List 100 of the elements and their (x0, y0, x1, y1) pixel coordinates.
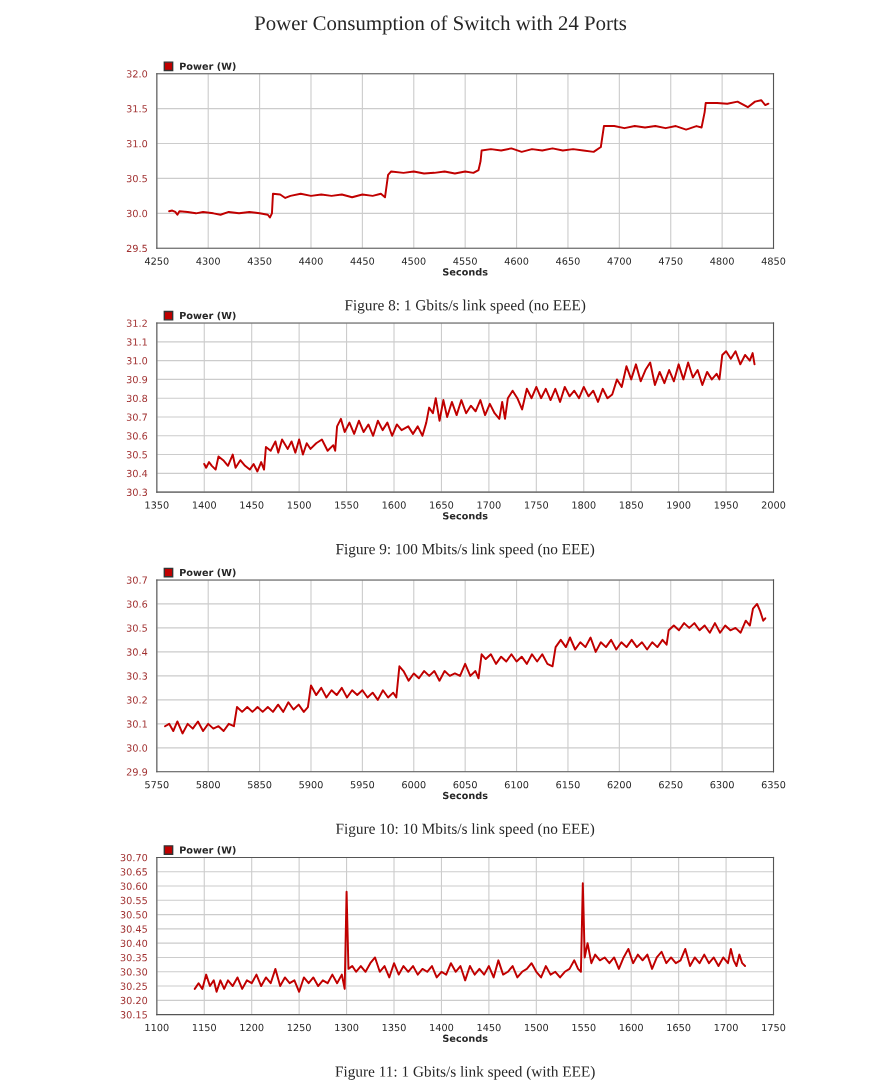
x-tick-label: 1700 (714, 1023, 738, 1032)
x-tick-label: 1450 (240, 501, 264, 509)
caption: Figure 10: 10 Mbits/s link speed (no EEE) (335, 823, 595, 838)
x-tick-label: 1350 (145, 501, 169, 509)
x-tick-label: 1150 (192, 1023, 216, 1032)
x-tick-label: 1400 (192, 501, 216, 509)
y-tick-label: 30.3 (126, 672, 148, 680)
x-tick-label: 1650 (430, 501, 454, 509)
x-tick-label: 1750 (762, 1023, 786, 1032)
y-tick-label: 30.55 (120, 896, 147, 905)
x-tick-label: 4550 (453, 257, 477, 265)
y-tick-label: 30.45 (120, 925, 147, 933)
x-tick-label: 1350 (382, 1023, 406, 1032)
x-tick-label: 4300 (196, 257, 220, 265)
x-tick-label: 6350 (761, 781, 786, 789)
y-tick-label: 30.5 (126, 624, 147, 632)
y-tick-label: 32.0 (126, 70, 148, 78)
x-tick-label: 1750 (525, 501, 549, 509)
y-tick-label: 30.65 (120, 868, 147, 876)
x-tick-label: 2000 (761, 501, 786, 509)
x-tick-label: 1200 (240, 1023, 264, 1032)
x-tick-label: 5950 (350, 781, 375, 789)
x-tick-label: 1950 (714, 501, 738, 509)
x-tick-label: 1600 (382, 501, 406, 509)
y-tick-label: 30.2 (126, 696, 147, 704)
x-tick-label: 4400 (299, 257, 323, 265)
x-axis-title: Seconds (443, 1034, 488, 1042)
y-tick-label: 30.1 (126, 720, 147, 728)
y-tick-label: 30.0 (126, 744, 148, 752)
x-tick-label: 5750 (145, 781, 169, 789)
y-tick-label: 30.70 (120, 853, 148, 862)
x-tick-label: 1900 (667, 501, 691, 509)
x-tick-label: 4500 (401, 257, 426, 265)
y-tick-label: 30.4 (126, 648, 148, 656)
line-series (203, 350, 756, 473)
x-tick-label: 1100 (145, 1023, 169, 1032)
x-tick-label: 1500 (287, 501, 311, 509)
chart-title: Power Consumption of Switch with 24 Ports (254, 15, 627, 35)
y-tick-label: 30.50 (120, 911, 148, 919)
x-tick-label: 4850 (761, 257, 786, 265)
caption: Figure 8: 1 Gbits/s link speed (no EEE) (344, 299, 586, 314)
line-series (164, 602, 767, 735)
line-series (193, 882, 747, 993)
x-tick-label: 1400 (430, 1023, 454, 1032)
y-tick-label: 30.30 (120, 968, 148, 976)
x-axis-title: Seconds (443, 268, 488, 276)
x-tick-label: 1550 (572, 1023, 596, 1032)
y-tick-label: 31.0 (126, 357, 148, 365)
y-tick-label: 30.6 (126, 600, 148, 608)
x-tick-label: 1700 (477, 501, 501, 509)
x-tick-label: 1250 (287, 1023, 311, 1032)
x-tick-label: 6250 (659, 781, 683, 789)
x-tick-label: 1650 (667, 1023, 691, 1032)
y-tick-label: 29.9 (126, 768, 148, 776)
legend-label: Power (W) (180, 62, 236, 72)
x-tick-label: 6300 (710, 781, 734, 789)
y-tick-label: 30.5 (126, 174, 147, 183)
x-tick-label: 5900 (299, 781, 323, 789)
y-tick-label: 30.25 (120, 982, 147, 990)
x-axis-title: Seconds (443, 511, 488, 520)
y-tick-label: 30.4 (126, 469, 148, 478)
x-tick-label: 1500 (525, 1023, 549, 1032)
y-tick-label: 31.1 (126, 338, 147, 346)
x-tick-label: 1850 (619, 501, 643, 509)
caption: Figure 9: 100 Mbits/s link speed (no EEE) (335, 543, 595, 558)
x-tick-label: 5850 (247, 781, 272, 789)
y-tick-label: 30.40 (120, 939, 148, 948)
x-tick-label: 6150 (556, 781, 580, 789)
x-tick-label: 4750 (658, 257, 683, 265)
x-tick-label: 6000 (402, 781, 426, 789)
x-tick-label: 4800 (710, 257, 734, 265)
x-tick-label: 1450 (477, 1023, 501, 1032)
x-tick-label: 6200 (607, 781, 632, 789)
x-tick-label: 6100 (504, 781, 529, 789)
y-tick-label: 30.9 (126, 375, 148, 384)
x-tick-label: 4350 (247, 257, 272, 265)
y-tick-label: 30.6 (126, 432, 148, 440)
y-tick-label: 31.5 (126, 105, 147, 113)
x-tick-label: 4700 (607, 257, 632, 265)
line-series (168, 99, 770, 219)
y-tick-label: 30.35 (120, 953, 147, 962)
caption: Figure 11: 1 Gbits/s link speed (with EEE) (335, 1066, 595, 1080)
x-tick-label: 1300 (335, 1023, 359, 1032)
y-tick-label: 30.0 (126, 209, 148, 218)
x-axis-title: Seconds (443, 791, 488, 800)
y-tick-label: 31.0 (126, 140, 148, 148)
y-tick-label: 30.20 (120, 996, 148, 1005)
y-tick-label: 30.7 (126, 576, 147, 584)
y-tick-label: 31.2 (126, 319, 147, 327)
y-tick-label: 30.5 (126, 451, 147, 459)
x-tick-label: 4600 (504, 257, 529, 265)
y-tick-label: 30.8 (126, 394, 148, 403)
y-tick-label: 30.60 (120, 882, 148, 890)
x-tick-label: 6050 (453, 781, 477, 789)
x-tick-label: 5800 (196, 781, 220, 789)
x-tick-label: 1550 (335, 501, 359, 509)
legend-label: Power (W) (180, 846, 236, 855)
x-tick-label: 1800 (572, 501, 596, 509)
x-tick-label: 1600 (619, 1023, 643, 1032)
y-tick-label: 30.7 (126, 413, 147, 421)
